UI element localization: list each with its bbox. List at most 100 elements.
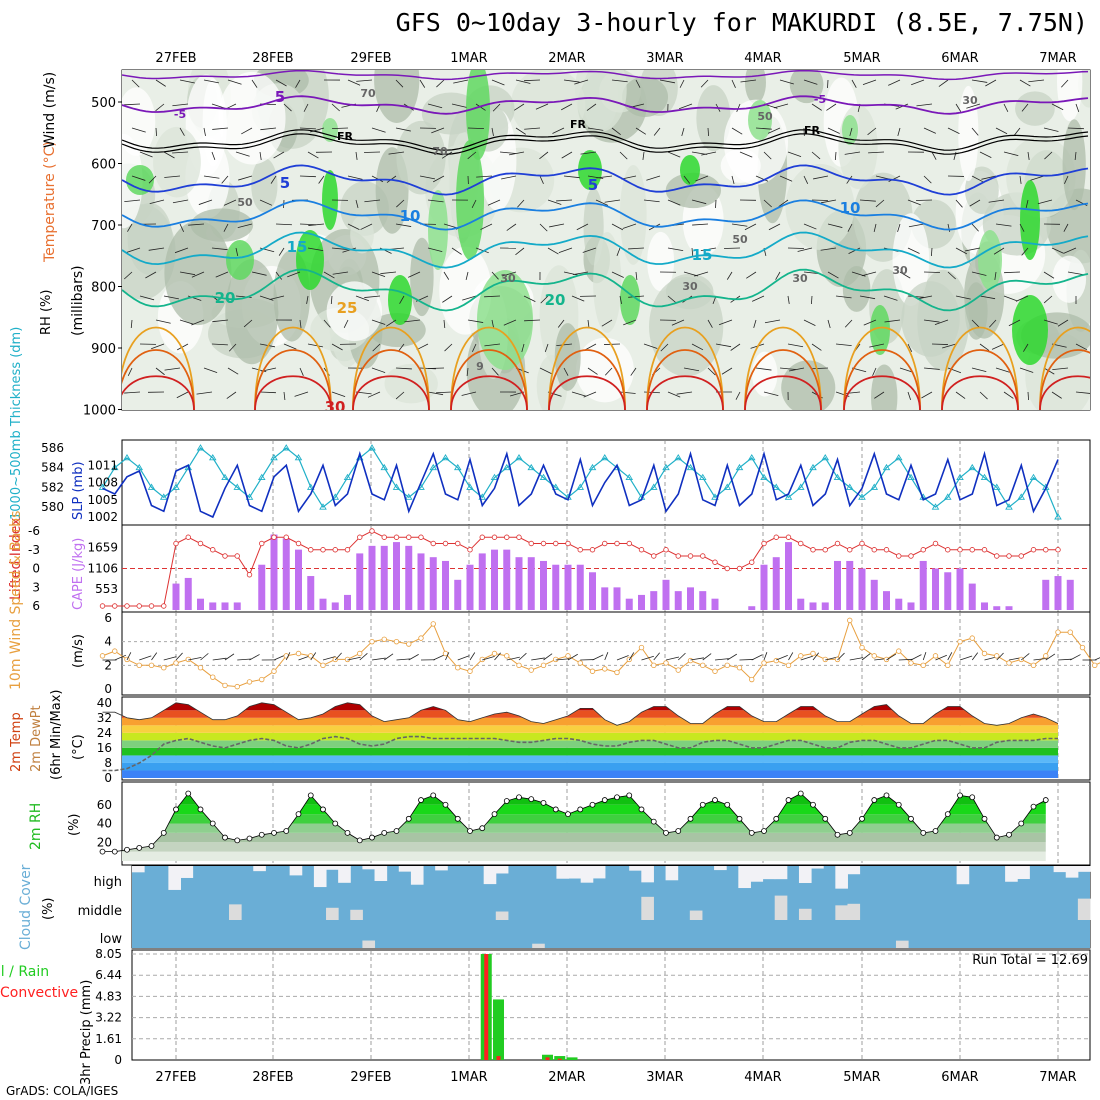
precip-tick: 3.22 <box>95 1011 122 1025</box>
wind-speed-marker <box>700 662 706 669</box>
wind-barb <box>582 247 597 253</box>
wind-barb <box>131 175 146 181</box>
wind-barb <box>484 343 501 347</box>
lifted-index-marker <box>455 540 461 547</box>
lifted-index-marker <box>148 603 155 609</box>
wind-barb <box>1043 271 1055 279</box>
wind-barb <box>131 127 146 133</box>
thickness-marker <box>784 493 793 500</box>
wind-barb-10m <box>702 653 712 661</box>
precip-total-bar <box>554 1056 566 1060</box>
wind-speed-marker <box>1030 662 1037 669</box>
wind-barb <box>172 151 189 154</box>
wind-barb <box>660 343 669 352</box>
cloud-high-gap <box>435 866 448 871</box>
wind-speed-marker <box>871 653 877 659</box>
wind-speed-marker <box>908 660 914 666</box>
slp-panel-labels: 1000~500mb Thickness (dm) SLP (mb) <box>9 327 86 520</box>
dewpoint-line <box>102 735 1058 772</box>
wind-barb <box>803 175 809 184</box>
cloud-high-gap <box>665 866 679 881</box>
wind-barb <box>683 367 700 372</box>
wind-barb <box>1074 151 1077 161</box>
wind-barb <box>556 343 573 347</box>
wind-barb <box>563 367 569 376</box>
wind-barb-10m <box>616 655 629 661</box>
precip-panel: 8.05 6.44 4.83 3.22 1.61 0 <box>95 947 1090 1067</box>
lifted-index-marker <box>516 534 522 540</box>
cloud-level-label: low <box>100 932 123 947</box>
temp-tick: 24 <box>97 726 112 740</box>
wind-barb <box>580 151 597 155</box>
cloud-high-gap <box>738 866 751 889</box>
wind-barb <box>307 247 324 251</box>
wind-barb <box>979 391 988 400</box>
wind-barb <box>395 223 412 227</box>
wind-barb <box>211 151 216 161</box>
wind-barb-10m <box>347 656 361 661</box>
cloud-fill <box>132 866 1090 948</box>
lifted-index-marker <box>724 565 730 572</box>
wind-barb-10m <box>714 658 729 661</box>
wind-barb-10m <box>310 652 317 661</box>
wind-barb <box>558 247 573 253</box>
rh-marker <box>479 825 486 832</box>
wind-barb <box>740 79 757 83</box>
wind-barb <box>691 343 704 351</box>
wind-speed-line <box>102 618 1100 688</box>
wind-speed-marker <box>295 650 302 657</box>
date-label-bottom: 2MAR <box>548 1070 585 1085</box>
wind-barb <box>571 295 585 302</box>
wind-barb <box>971 175 984 183</box>
wind-barb <box>611 79 628 83</box>
wind-barb-10m <box>322 656 336 661</box>
cape-bar <box>919 560 927 610</box>
rh-shading-blob <box>696 85 731 152</box>
wind-barb <box>436 391 453 394</box>
cape-bar <box>772 557 780 610</box>
wind-barb <box>539 367 552 374</box>
wind-barb <box>844 391 861 395</box>
wind-barb <box>203 367 218 373</box>
rh-marker <box>663 829 669 836</box>
wind-barb <box>431 127 445 134</box>
wind-barb <box>787 151 802 157</box>
wind-barb <box>223 199 237 206</box>
wind-barb <box>988 199 1005 203</box>
wind-barb <box>462 295 477 301</box>
wind-barb <box>921 391 933 399</box>
cloud-high-gap <box>847 866 861 875</box>
thickness-marker <box>539 473 548 481</box>
cloud-middle-gap <box>689 910 703 920</box>
lifted-index-marker <box>687 553 694 559</box>
contour-label: -5 <box>174 108 186 121</box>
cape-bar <box>625 598 633 610</box>
wind-barb-10m <box>188 657 202 661</box>
wind-barb <box>1027 391 1029 401</box>
wind-barb <box>524 319 541 322</box>
wind-barb <box>547 199 562 205</box>
wind-barb <box>278 247 285 256</box>
wind-barb <box>283 343 297 350</box>
wind-barb <box>916 103 933 107</box>
wind-barb <box>873 223 877 233</box>
rh-marker <box>332 820 339 827</box>
cape-bar <box>270 534 278 610</box>
cape-bar <box>821 602 829 610</box>
wind-barb <box>596 175 613 179</box>
contour-label: 30 <box>792 272 808 285</box>
cloud-middle-gap <box>350 909 363 920</box>
thickness-marker <box>943 493 952 500</box>
wind-barb <box>923 367 940 370</box>
wind-barb <box>188 223 205 226</box>
cape-bar <box>907 602 915 610</box>
wind-barb <box>1043 127 1059 132</box>
precip-tick: 6.44 <box>95 968 122 982</box>
wind-barb <box>174 247 189 254</box>
cloud-middle-gap <box>835 905 848 920</box>
wind-barb <box>307 343 323 348</box>
wind-barb <box>587 175 604 179</box>
contour-label: 5 <box>280 174 290 192</box>
rh-marker <box>491 811 498 818</box>
wind-barb <box>923 175 932 184</box>
